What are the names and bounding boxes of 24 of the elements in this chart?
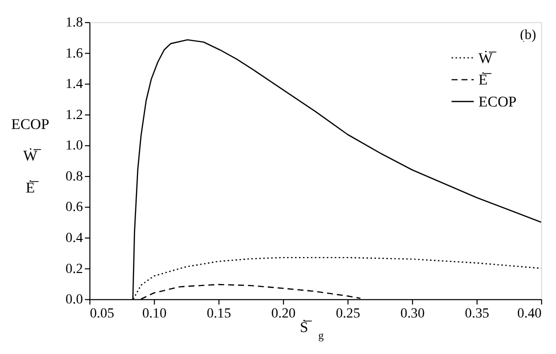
y-tick-label: 0.8 [66, 169, 83, 184]
y-tick-label: 1.4 [66, 77, 83, 92]
x-tick-label: 0.05 [90, 306, 114, 322]
y-tick-label: 0.4 [66, 231, 83, 246]
legend-label: Ė̅ [478, 72, 492, 89]
annotation: (b) [520, 28, 537, 43]
x-tick-label: 0.35 [464, 306, 490, 322]
y-tick-label: 1.8 [66, 16, 83, 31]
y-axis-title: ECOP Ẇ̅ Ė̅ [11, 116, 50, 196]
x-tick-label: 0.10 [142, 306, 167, 322]
x-tick-label: 0.20 [271, 306, 296, 322]
x-axis-title: Ṡ̅g [300, 318, 324, 342]
x-tick-label: 0.30 [400, 306, 425, 322]
y-tick-label: 1.2 [66, 108, 83, 123]
x-tick-label: 0.15 [206, 306, 232, 322]
y-tick-label: 0.0 [66, 292, 83, 308]
y-tick-label: 1.6 [66, 46, 83, 62]
y-tick-label: 1.0 [66, 138, 83, 154]
y-tick-label: 0.6 [66, 200, 83, 216]
x-tick-label: 0.25 [336, 306, 360, 322]
y-tick-label: 0.2 [66, 262, 83, 277]
legend-label: Ẇ̅ [478, 50, 497, 67]
x-tick-label: 0.40 [517, 306, 542, 322]
legend-label: ECOP [478, 94, 517, 110]
